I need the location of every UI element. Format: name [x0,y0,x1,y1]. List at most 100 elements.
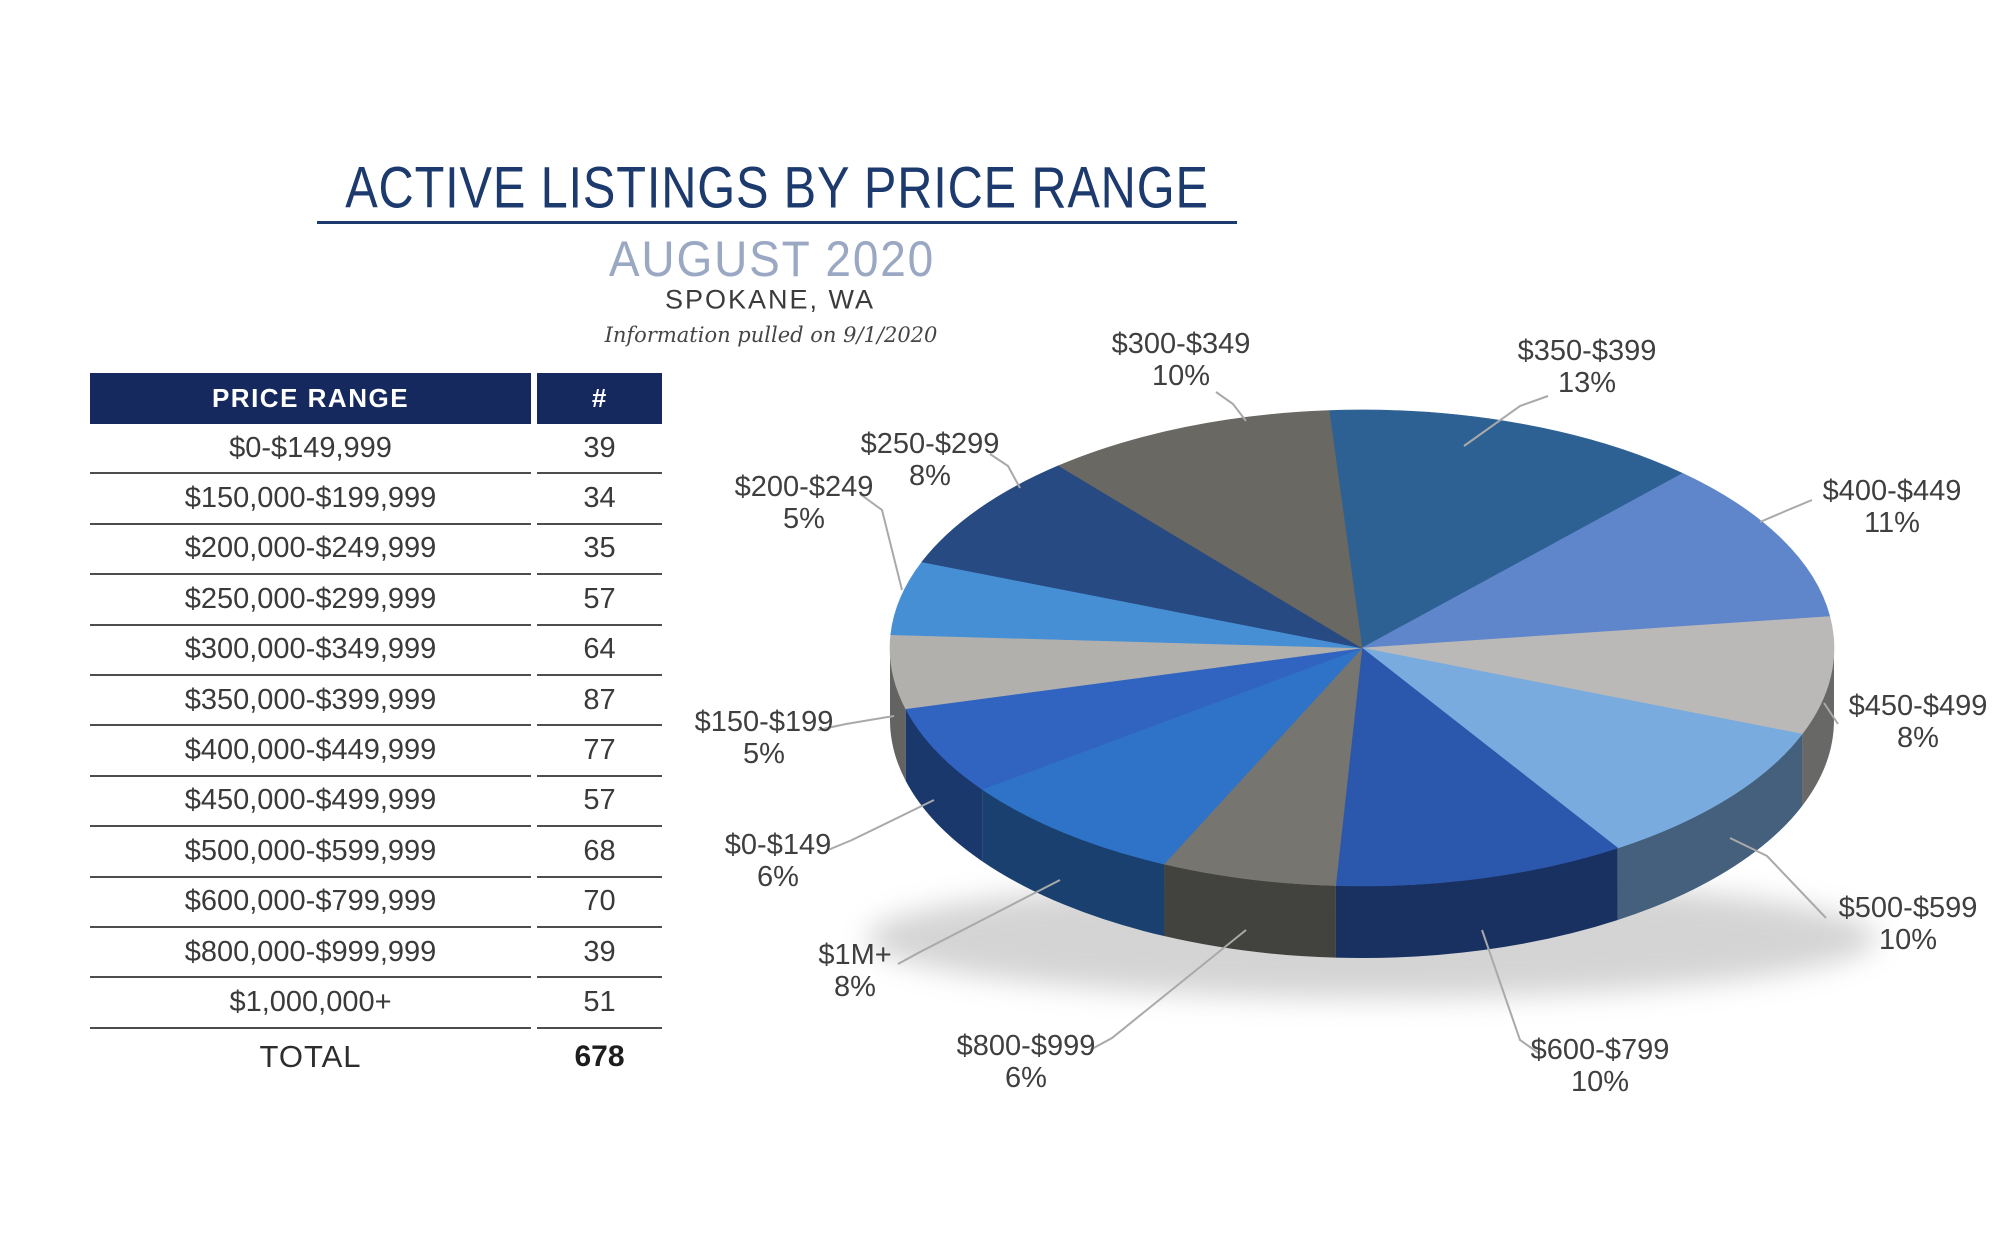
pie-slice-800-999 [1163,647,1363,886]
cell-count: 87 [537,676,662,727]
cell-count: 35 [537,525,662,576]
pie-label-800-999: $800-$999 6% [957,1030,1096,1094]
pie-label-350-399: $350-$399 13% [1518,335,1657,399]
pie-label-range: $150-$199 [694,706,834,738]
pie-slice-side-450-499 [1802,648,1834,807]
leader-line-1m [897,879,1061,965]
cell-count: 64 [537,626,662,676]
pie-label-percent: 8% [1897,722,1939,754]
cell-count: 57 [537,575,662,626]
pie-label-150-199: $150-$199 5% [695,706,834,770]
pie-label-range: $400-$449 [1822,475,1962,507]
pie-slice-600-799 [1335,647,1619,887]
pie-label-range: $250-$299 [860,428,1000,460]
cell-price-range: $200,000-$249,999 [90,525,531,576]
cell-count: 77 [537,726,662,777]
table-row: $400,000-$449,999 77 [90,726,662,777]
table-row: $350,000-$399,999 87 [90,676,662,727]
leader-line-450-499 [1823,702,1839,725]
pie-slice-500-599 [1361,647,1803,849]
cell-price-range: $350,000-$399,999 [90,676,531,727]
pie-label-300-349: $300-$349 10% [1112,328,1251,392]
cell-count: 51 [537,978,662,1029]
table-row: $0-$149,999 39 [90,424,662,475]
pie-slice-0-149 [905,647,1363,790]
leader-line-400-449 [1759,499,1813,523]
pie-label-range: $200-$249 [734,471,874,503]
pie-slice-side-150-199 [890,648,906,781]
pie-slice-side-1m [982,789,1165,937]
pie-label-percent: 8% [834,971,876,1003]
page-title: ACTIVE LISTINGS BY PRICE RANGE [345,155,1209,221]
pie-label-0-149: $0-$149 6% [725,829,831,893]
table-row: $150,000-$199,999 34 [90,474,662,525]
pie-label-range: $0-$149 [724,829,832,861]
cell-price-range: $1,000,000+ [90,978,531,1029]
pie-label-percent: 5% [783,503,825,535]
table-row: $250,000-$299,999 57 [90,575,662,626]
pie-label-range: $300-$349 [1111,328,1251,360]
table-body: $0-$149,999 39 $150,000-$199,999 34 $200,000… [90,424,662,1029]
pie-label-range: $500-$599 [1838,892,1978,924]
cell-count: 34 [537,474,662,525]
cell-count: 57 [537,777,662,828]
leader-line-600-799 [1481,929,1541,1055]
leader-line-150-199 [817,715,895,731]
table-row: $450,000-$499,999 57 [90,777,662,828]
table-header-row: PRICE RANGE # [90,373,662,424]
cell-price-range: $300,000-$349,999 [90,626,531,676]
pie-slice-200-249 [890,561,1363,649]
price-range-table: PRICE RANGE # $0-$149,999 39 $150,000-$199… [90,373,662,1085]
cell-price-range: $400,000-$449,999 [90,726,531,777]
pie-label-600-799: $600-$799 10% [1531,1034,1670,1098]
pie-label-200-249: $200-$249 5% [735,471,874,535]
cell-price-range: $500,000-$599,999 [90,827,531,878]
cell-count: 39 [537,424,662,475]
cell-count: 39 [537,928,662,979]
pie-label-range: $800-$999 [956,1030,1096,1062]
pie-label-percent: 10% [1151,360,1211,392]
col-header-count: # [537,373,662,424]
leader-line-200-249 [859,493,903,591]
table-row: $500,000-$599,999 68 [90,827,662,878]
leader-line-250-299 [989,453,1021,489]
leader-line-300-349 [1215,391,1247,422]
subtitle-location: SPOKANE, WA [664,284,876,315]
pie-slice-1m [981,647,1363,865]
table-row: $200,000-$249,999 35 [90,525,662,576]
pie-label-percent: 13% [1557,367,1617,399]
title-underline [317,221,1237,224]
data-pull-note: Information pulled on 9/1/2020 [604,323,938,347]
pie-label-450-499: $450-$499 8% [1849,690,1988,754]
table-row: $600,000-$799,999 70 [90,878,662,928]
pie-label-percent: 5% [743,738,785,770]
pie-label-range: $350-$399 [1517,335,1657,367]
subtitle-month: AUGUST 2020 [608,231,936,287]
cell-price-range: $0-$149,999 [90,424,531,475]
pie-label-1m: $1M+ 8% [818,939,891,1003]
table-row: $1,000,000+ 51 [90,978,662,1029]
pie-label-percent: 11% [1864,507,1920,539]
cell-price-range: $450,000-$499,999 [90,777,531,828]
pie-label-percent: 10% [1878,924,1938,956]
cell-price-range: $800,000-$999,999 [90,928,531,979]
pie-slice-400-449 [1361,473,1831,649]
pie-slice-side-600-799 [1335,848,1618,958]
pie-label-percent: 10% [1570,1066,1630,1098]
pie-label-percent: 8% [909,460,951,492]
pie-slice-side-500-599 [1617,734,1803,921]
cell-price-range: $150,000-$199,999 [90,474,531,525]
pie-slice-300-349 [1057,410,1363,649]
leader-line-0-149 [827,799,935,851]
pie-label-percent: 6% [757,861,799,893]
pie-label-range: $450-$499 [1848,690,1988,722]
cell-count: 68 [537,827,662,878]
pie-slice-side-0-149 [905,708,983,862]
total-label: TOTAL [259,1038,362,1074]
col-header-price-range: PRICE RANGE [90,373,531,424]
table-row: $800,000-$999,999 39 [90,928,662,979]
leader-line-350-399 [1463,395,1549,447]
pie-label-250-299: $250-$299 8% [861,428,1000,492]
pie-label-400-449: $400-$449 11% [1823,475,1962,539]
